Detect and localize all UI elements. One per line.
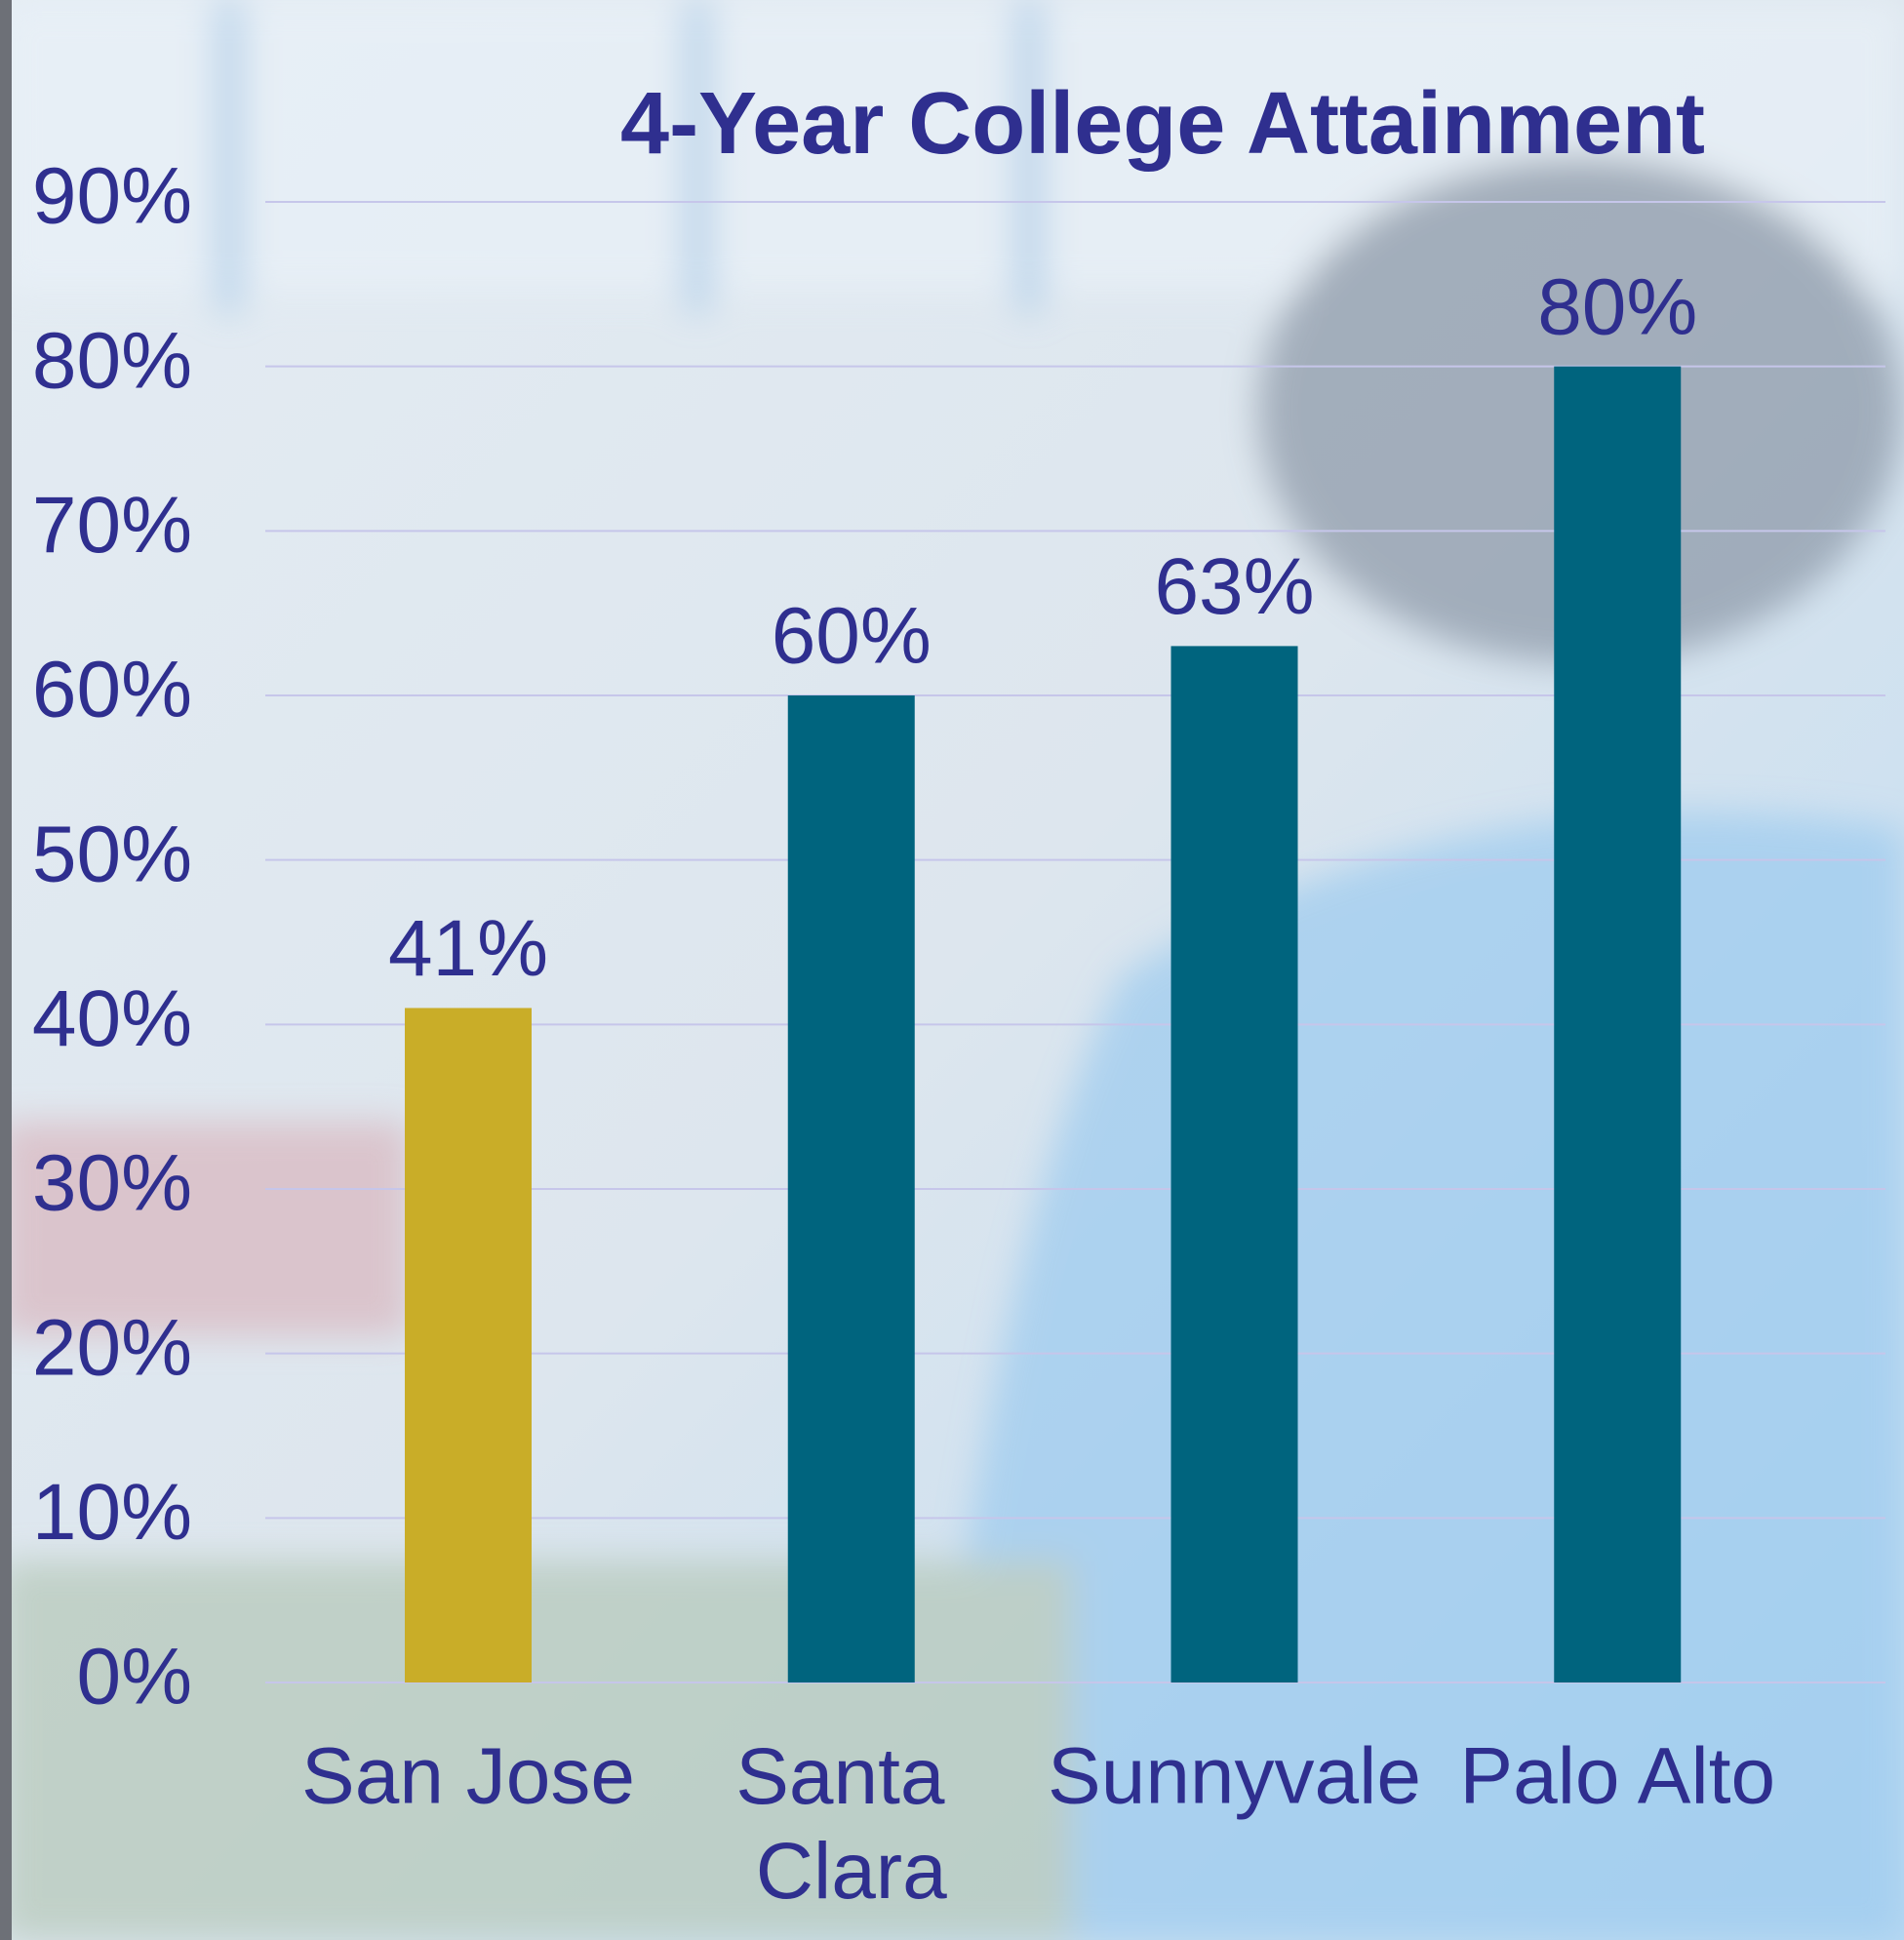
y-tick-label: 50%: [32, 810, 192, 898]
x-tick-label: Palo Alto: [1459, 1732, 1775, 1821]
value-label: 63%: [1154, 542, 1314, 631]
y-tick-label: 90%: [32, 152, 192, 241]
x-tick-label: San Jose: [301, 1732, 635, 1821]
y-tick-label: 40%: [32, 974, 192, 1063]
bar: [1170, 646, 1298, 1683]
y-tick-label: 10%: [32, 1468, 192, 1557]
bar: [1554, 366, 1682, 1683]
x-tick-label: Santa Clara: [735, 1732, 967, 1916]
bar: [787, 695, 915, 1683]
chart-title: 4-Year College Attainment: [620, 75, 1705, 173]
y-tick-label: 30%: [32, 1139, 192, 1228]
y-tick-label: 70%: [32, 481, 192, 570]
value-label: 80%: [1537, 262, 1697, 351]
value-label: 60%: [772, 592, 932, 681]
y-tick-label: 60%: [32, 646, 192, 734]
value-label: 41%: [388, 904, 548, 993]
y-tick-label: 80%: [32, 316, 192, 405]
x-tick-label: Sunnyvale: [1048, 1732, 1421, 1821]
y-tick-label: 0%: [76, 1633, 192, 1722]
y-tick-label: 20%: [32, 1303, 192, 1392]
bar: [405, 1008, 532, 1683]
